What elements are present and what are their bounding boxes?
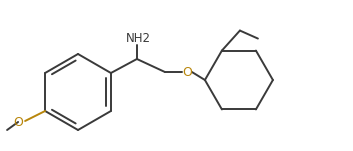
Text: NH2: NH2 [125, 32, 150, 45]
Text: O: O [13, 116, 23, 129]
Text: O: O [182, 66, 192, 79]
